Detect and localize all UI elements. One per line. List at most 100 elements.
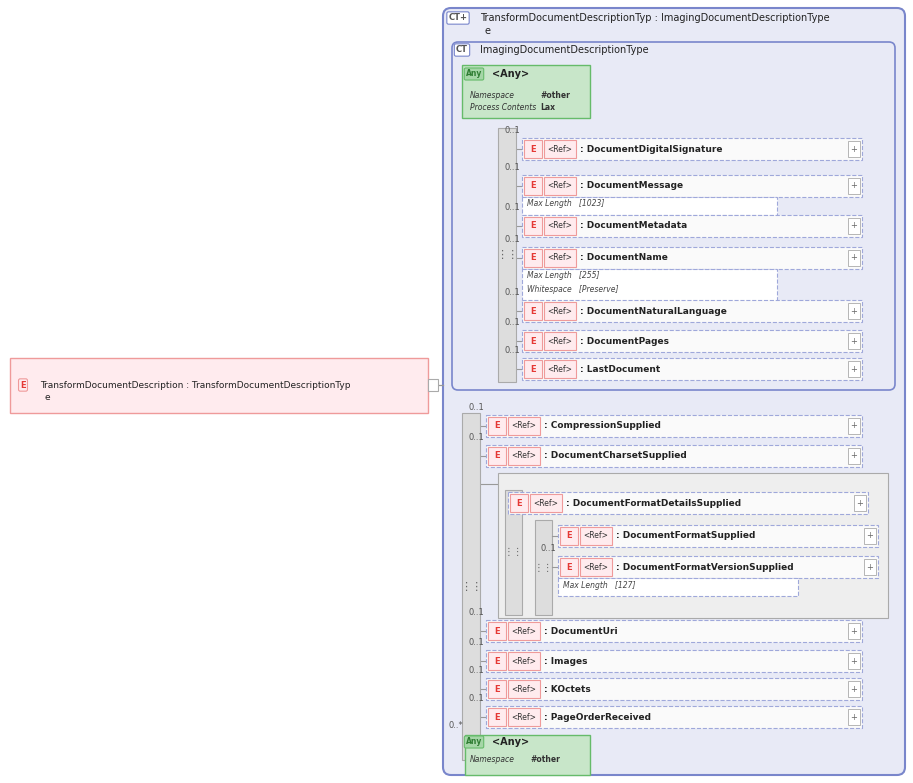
Text: 0..1: 0..1 <box>504 318 520 327</box>
Text: E: E <box>530 306 536 316</box>
Bar <box>522 330 862 352</box>
Bar <box>488 447 506 465</box>
Text: Max Length   [255]: Max Length [255] <box>527 272 600 280</box>
Text: +: + <box>851 713 857 721</box>
Text: E: E <box>494 452 499 460</box>
Text: Namespace: Namespace <box>470 756 515 764</box>
Bar <box>848 681 860 697</box>
Bar <box>486 415 862 437</box>
Text: : DocumentMetadata: : DocumentMetadata <box>580 222 687 230</box>
Text: <Ref>: <Ref> <box>548 306 572 316</box>
Text: +: + <box>866 532 874 540</box>
Bar <box>508 622 540 640</box>
Text: #other: #other <box>540 91 570 99</box>
Bar <box>462 65 590 118</box>
Text: 0..1: 0..1 <box>504 163 520 172</box>
Text: E: E <box>530 182 536 190</box>
Bar <box>488 708 506 726</box>
Text: E: E <box>494 656 499 666</box>
Bar <box>864 528 876 544</box>
Bar <box>505 490 522 615</box>
Text: TransformDocumentDescriptionTyp : ImagingDocumentDescriptionType: TransformDocumentDescriptionTyp : Imagin… <box>480 13 830 23</box>
Bar <box>848 653 860 669</box>
Text: E: E <box>530 365 536 373</box>
Bar <box>580 527 612 545</box>
Text: +: + <box>851 254 857 262</box>
Text: <Ref>: <Ref> <box>511 656 537 666</box>
Bar <box>848 178 860 194</box>
Text: : DocumentFormatSupplied: : DocumentFormatSupplied <box>616 532 755 540</box>
Bar <box>522 138 862 160</box>
Bar <box>508 652 540 670</box>
Text: <Any>: <Any> <box>492 737 530 747</box>
Bar <box>510 494 528 512</box>
Bar <box>488 680 506 698</box>
Text: <Ref>: <Ref> <box>548 145 572 153</box>
Bar <box>560 558 578 576</box>
Text: : CompressionSupplied: : CompressionSupplied <box>544 421 661 431</box>
Bar <box>508 417 540 435</box>
Text: <Ref>: <Ref> <box>583 532 608 540</box>
Bar <box>508 680 540 698</box>
Text: E: E <box>516 499 522 507</box>
Bar <box>848 448 860 464</box>
Text: 0..1: 0..1 <box>468 638 484 647</box>
Bar <box>848 303 860 319</box>
Text: Any: Any <box>466 738 482 746</box>
Text: : KOctets: : KOctets <box>544 684 591 694</box>
Text: <Ref>: <Ref> <box>511 713 537 721</box>
Text: E: E <box>494 421 499 431</box>
Text: +: + <box>866 562 874 572</box>
Text: 0..1: 0..1 <box>504 235 520 244</box>
Text: +: + <box>851 145 857 153</box>
Bar <box>864 559 876 575</box>
Text: <Any>: <Any> <box>492 69 530 79</box>
Text: E: E <box>566 532 572 540</box>
Bar <box>522 358 862 380</box>
Text: +: + <box>851 684 857 694</box>
Text: E: E <box>530 337 536 345</box>
Bar <box>544 249 576 267</box>
Bar <box>488 652 506 670</box>
Text: <Ref>: <Ref> <box>583 562 608 572</box>
Text: e: e <box>485 26 491 36</box>
Text: +: + <box>851 365 857 373</box>
Bar <box>498 128 516 382</box>
Text: E: E <box>20 381 26 389</box>
Bar <box>544 177 576 195</box>
Text: <Ref>: <Ref> <box>511 421 537 431</box>
Text: : DocumentUri: : DocumentUri <box>544 626 617 636</box>
Text: Lax: Lax <box>540 103 555 113</box>
Text: E: E <box>530 222 536 230</box>
Text: <Ref>: <Ref> <box>548 365 572 373</box>
Bar <box>848 333 860 349</box>
Text: : DocumentNaturalLanguage: : DocumentNaturalLanguage <box>580 306 727 316</box>
Text: Max Length   [1023]: Max Length [1023] <box>527 200 604 208</box>
Text: 0..1: 0..1 <box>468 403 484 412</box>
Bar <box>486 620 862 642</box>
Text: +: + <box>856 499 864 507</box>
Bar <box>848 218 860 234</box>
Text: +: + <box>851 337 857 345</box>
Bar <box>848 361 860 377</box>
Text: 0..*: 0..* <box>448 721 463 730</box>
Bar <box>498 473 888 618</box>
Bar <box>524 302 542 320</box>
Text: : DocumentPages: : DocumentPages <box>580 337 669 345</box>
Bar <box>486 650 862 672</box>
Text: CT+: CT+ <box>448 13 467 23</box>
Text: Whitespace   [Preserve]: Whitespace [Preserve] <box>527 286 618 294</box>
Bar <box>428 379 438 391</box>
Text: 0..1: 0..1 <box>468 666 484 675</box>
Bar <box>522 175 862 197</box>
Text: : PageOrderReceived: : PageOrderReceived <box>544 713 651 721</box>
Bar <box>508 447 540 465</box>
Bar <box>522 247 862 269</box>
Bar <box>544 332 576 350</box>
Bar <box>486 445 862 467</box>
Text: #other: #other <box>530 756 560 764</box>
Bar <box>508 492 868 514</box>
Text: E: E <box>494 626 499 636</box>
Text: <Ref>: <Ref> <box>548 254 572 262</box>
Bar <box>544 140 576 158</box>
